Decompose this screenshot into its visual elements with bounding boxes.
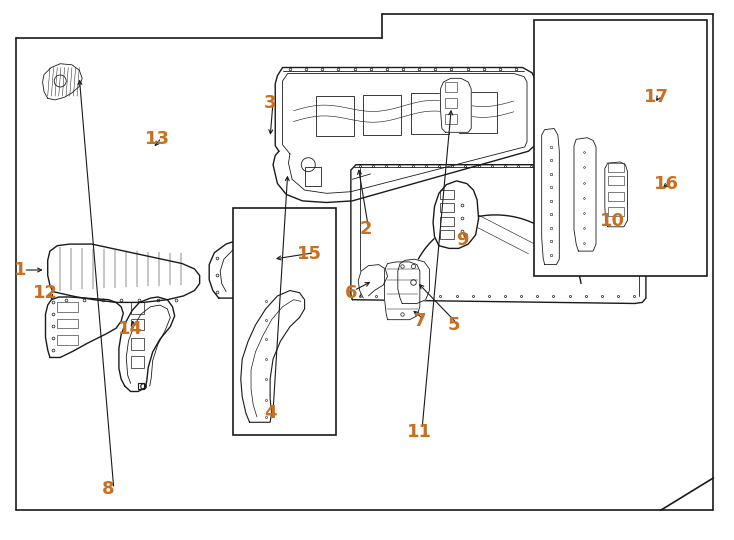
Polygon shape [43,64,82,100]
Bar [363,94,401,135]
Polygon shape [433,181,479,248]
Bar [445,98,457,108]
Polygon shape [119,297,175,391]
Text: 6: 6 [344,284,357,302]
Bar [411,93,449,134]
Bar [131,302,144,314]
Polygon shape [574,138,596,251]
Text: 9: 9 [456,231,469,249]
Text: 2: 2 [359,220,372,239]
Text: 3: 3 [264,93,277,112]
Bar [608,163,624,172]
Bar [534,20,707,276]
Text: 8: 8 [102,480,115,498]
Text: 16: 16 [654,174,679,193]
Text: 15: 15 [297,245,322,263]
Bar [608,176,624,185]
Bar [445,82,457,92]
Bar [57,302,78,312]
Polygon shape [351,165,646,303]
Bar [316,96,354,136]
Text: 12: 12 [33,284,58,302]
Text: 10: 10 [600,212,625,231]
Text: 7: 7 [413,312,426,330]
Text: 1: 1 [14,261,27,279]
Polygon shape [358,265,388,298]
Text: 13: 13 [145,130,170,148]
Bar [445,114,457,124]
Polygon shape [640,178,669,219]
Bar [131,319,144,330]
Bar [57,319,78,328]
Polygon shape [542,129,559,265]
Bar [459,92,497,133]
Bar [440,203,454,212]
Bar [57,335,78,345]
Polygon shape [209,239,275,298]
Bar [608,192,624,201]
Polygon shape [48,244,200,302]
Bar [440,190,454,199]
Bar [440,230,454,239]
Text: 14: 14 [118,320,143,339]
Bar [305,167,321,186]
Text: 4: 4 [264,404,277,422]
Polygon shape [605,162,628,227]
Text: 5: 5 [447,316,460,334]
Bar [131,338,144,350]
Polygon shape [398,259,429,303]
Text: 11: 11 [407,423,432,441]
Bar [608,207,624,216]
Polygon shape [385,262,420,320]
Text: 17: 17 [644,88,669,106]
Polygon shape [440,78,471,132]
Bar [440,217,454,226]
Bar [233,208,336,435]
Polygon shape [273,68,536,202]
Polygon shape [46,297,123,357]
Bar [131,356,144,368]
